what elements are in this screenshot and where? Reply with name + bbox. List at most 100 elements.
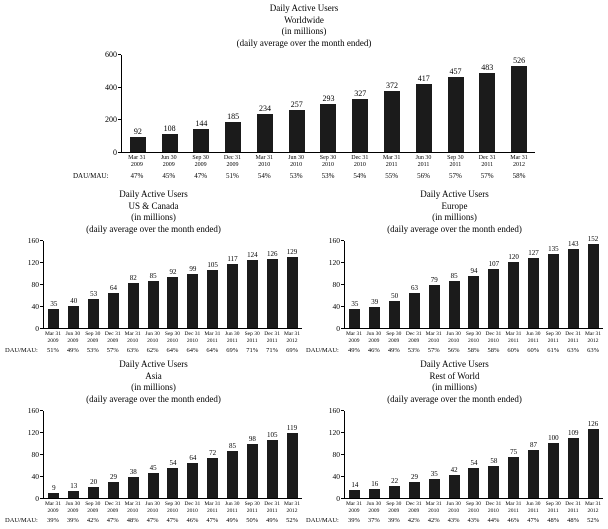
bar-slot: 22 [385, 477, 405, 498]
bar-slot: 108 [154, 124, 186, 152]
y-tick-mark [40, 262, 43, 263]
x-axis-label: Mar 31 2012 [282, 331, 302, 344]
x-label-date: Jun 30 [225, 331, 240, 337]
x-label-date: Sep 30 [85, 331, 101, 337]
x-label-year: 2010 [448, 507, 460, 514]
dau-mau-value: 58% [467, 347, 480, 354]
dau-mau-row: 39% 39% 42% 47% 48% 47% 47% 46% 47% 49% 50% 49% 52% [43, 517, 302, 524]
x-label-date: Jun 30 [288, 155, 305, 161]
y-tick-mark [40, 410, 43, 411]
x-label-date: Jun 30 [145, 331, 160, 337]
dau-mau-value: 39% [47, 517, 59, 524]
plot-area: 35 39 50 63 79 85 94 107 120 127 135 143 152 [344, 235, 603, 329]
y-tick-mark [40, 240, 43, 241]
y-tick-mark [118, 54, 121, 55]
y-tick-mark [341, 306, 344, 307]
x-axis-labels: Mar 31 2009 Jun 30 2009 Sep 30 2009 Dec 31 2009… [344, 501, 603, 514]
dau-mau-value: 47% [106, 517, 119, 524]
bar [508, 456, 520, 498]
bar [207, 458, 219, 498]
bar-value-label: 417 [417, 73, 430, 83]
x-label-date: Jun 30 [526, 501, 541, 507]
bar [129, 137, 146, 152]
chart-subtitle: (daily average over the month ended) [86, 223, 221, 234]
bar [207, 270, 219, 328]
x-label-year: 2010 [127, 337, 139, 344]
chart-region-label: Europe [441, 200, 468, 211]
x-axis-label: Jun 30 2009 [153, 155, 185, 169]
bar [528, 450, 540, 498]
x-label-date: Mar 31 [345, 501, 362, 507]
bar-slot: 64 [183, 454, 203, 498]
bar-slot: 372 [376, 81, 408, 152]
x-label-date: Dec 31 [264, 501, 280, 507]
x-label-date: Sep 30 [545, 331, 561, 337]
bar [147, 473, 159, 498]
x-axis-label: Mar 31 2011 [202, 331, 222, 344]
y-tick-mark [341, 410, 344, 411]
bar-value-label: 152 [587, 235, 599, 244]
bar-slot: 50 [385, 292, 405, 328]
x-label-date: Mar 31 [425, 331, 442, 337]
chart-title: Daily Active Users [269, 3, 339, 13]
x-axis-label: Jun 30 2010 [444, 501, 464, 514]
x-label-date: Mar 31 [510, 155, 528, 161]
x-label-date: Sep 30 [85, 501, 101, 507]
x-label-date: Sep 30 [386, 501, 402, 507]
x-label-year: 2010 [147, 507, 159, 514]
bar [369, 489, 381, 498]
bar [227, 451, 239, 498]
dau-mau-value: 39% [66, 517, 79, 524]
x-label-year: 2011 [547, 507, 559, 514]
x-axis-label: Sep 30 2009 [185, 155, 217, 169]
plot-area: 35 40 53 64 82 85 92 99 105 117 124 126 129 [43, 241, 302, 329]
x-axis-label: Mar 31 2012 [583, 331, 603, 344]
bar-value-label: 38 [129, 468, 137, 477]
x-label-year: 2010 [166, 337, 178, 344]
x-label-date: Dec 31 [405, 501, 422, 507]
x-label-year: 2011 [266, 507, 278, 514]
bar [68, 306, 80, 328]
bar-slot: 42 [444, 466, 464, 498]
bar-slot: 72 [203, 449, 223, 498]
x-label-date: Sep 30 [164, 331, 181, 337]
bar-slot: 14 [345, 481, 365, 498]
dau-mau-value: 39% [348, 517, 360, 524]
bar [286, 257, 298, 328]
x-label-date: Sep 30 [465, 331, 482, 337]
bar [48, 493, 60, 498]
y-tick-mark [341, 476, 344, 477]
bar-value-label: 22 [391, 476, 399, 485]
bar [288, 110, 305, 152]
dau-mau-value: 42% [427, 517, 440, 524]
dau-mau-value: 52% [286, 517, 298, 524]
bar-value-label: 526 [513, 56, 526, 66]
bar-slot: 143 [563, 240, 583, 328]
bar-value-label: 85 [149, 272, 157, 281]
y-tick-mark [341, 498, 344, 499]
x-label-date: Jun 30 [65, 501, 81, 507]
x-axis-label: Mar 31 2010 [424, 331, 444, 344]
chart-europe: Daily Active Users Europe (in millions) (da… [306, 189, 603, 354]
bar [528, 258, 540, 328]
y-tick-label: 80 [332, 280, 341, 289]
x-label-year: 2009 [388, 507, 400, 514]
x-label-year: 2012 [286, 337, 298, 344]
x-axis-label: Mar 31 2009 [121, 155, 153, 169]
x-label-year: 2010 [147, 337, 159, 344]
bar [246, 444, 258, 498]
chart-title-block: Daily Active Users Rest of World (in milli… [306, 359, 603, 405]
x-label-year: 2011 [246, 507, 258, 514]
y-tick-mark [341, 328, 344, 329]
x-axis-labels: Mar 31 2009 Jun 30 2009 Sep 30 2009 Dec 31 2009… [43, 331, 302, 344]
bar-slot: 185 [217, 112, 249, 152]
bar-slot: 85 [223, 442, 243, 498]
y-tick-label: 0 [113, 148, 117, 157]
bar [468, 276, 480, 328]
dau-mau-value: 46% [507, 517, 520, 524]
bar-value-label: 234 [258, 103, 271, 113]
x-label-date: Mar 31 [425, 501, 442, 507]
bar-slot: 483 [471, 63, 503, 152]
x-axis-label: Sep 30 2009 [384, 501, 404, 514]
bar-value-label: 124 [247, 250, 258, 259]
